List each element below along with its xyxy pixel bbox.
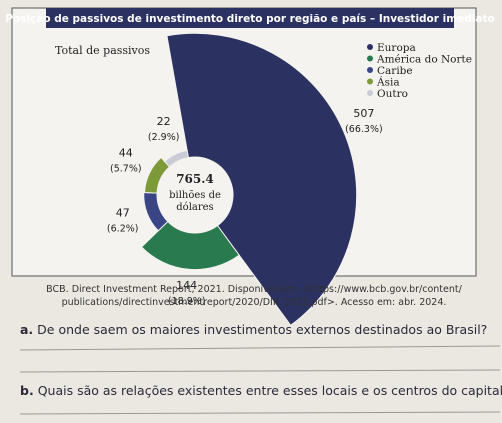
question: b. Quais são as relações existentes entr… [20,383,502,398]
total-unit: bilhões de [169,190,221,201]
legend-marker [367,67,373,73]
question-label: a. [20,322,33,337]
share-label: (5.7%) [110,163,142,174]
segment [163,149,189,168]
chart-title: Posição de passivos de investimento dire… [5,13,494,25]
share-label: (66.3%) [345,124,383,135]
share-label: (2.9%) [148,132,180,143]
legend-marker [367,78,373,85]
answer-line [19,411,501,415]
legend-label: Europa [377,42,416,54]
value-label: 144 [176,279,197,292]
value-label: 47 [116,206,130,219]
share-label: (18.9%) [168,296,206,307]
question: a. De onde saem os maiores investimentos… [20,322,487,337]
legend-marker [367,90,373,96]
legend-marker [367,55,373,62]
legend-label: Outro [377,88,408,100]
title-bar [46,8,454,28]
legend-marker [367,44,373,50]
legend-label: América do Norte [376,54,472,66]
source: BCB. Direct Investment Report, 2021. Dis… [46,284,462,295]
question-label: b. [20,383,34,398]
answer-line [19,345,501,351]
legend-label: Caribe [377,65,413,77]
chart: 507 (66.3%) Europa 144 (18.9%) América do Nor… [107,32,472,327]
total-label: Total de passivos [55,44,150,57]
answer-line [19,369,501,373]
source: publications/directinvestmentreport/2020… [62,297,447,308]
legend-label: Ásia [376,75,400,89]
value-label: 44 [119,146,133,159]
segment [166,32,358,327]
total-unit: dólares [176,202,213,213]
segment [140,220,240,271]
share-label: (6.2%) [107,223,139,234]
question-text: De onde saem os maiores investimentos ex… [37,322,487,337]
value-label: 22 [157,115,171,128]
value-label: 507 [353,107,374,120]
total-value: 765.4 [176,172,214,186]
question-text: Quais são as relações existentes entre e… [38,383,502,398]
